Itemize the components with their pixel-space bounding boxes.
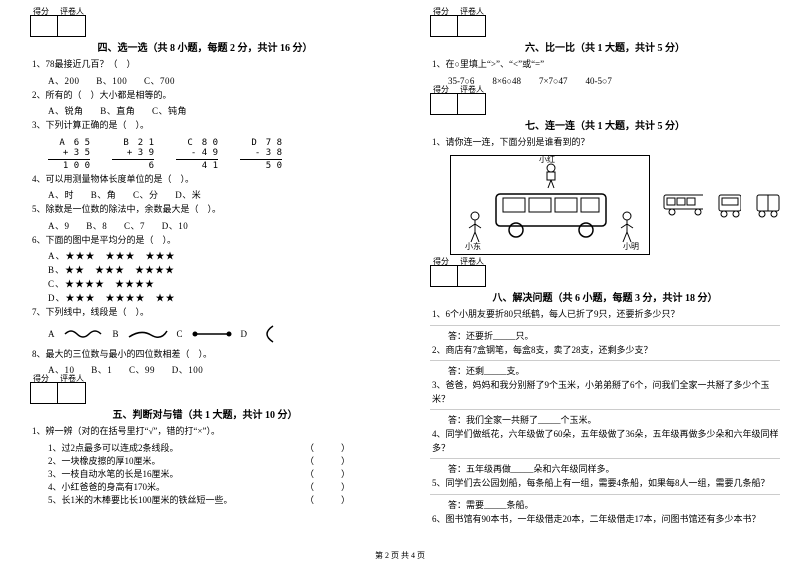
section-5-title: 五、判断对与错（共 1 大题，共计 10 分） (30, 406, 380, 421)
tf-2: 2、一块橡皮擦的厚10厘米。（ ） (48, 454, 380, 467)
q8-5-ans: 答：需要_____条船。 (448, 498, 780, 511)
q4-7: 7、下列线中，线段是（ ）。 (32, 306, 380, 320)
q4-2: 2、所有的（ ）大小都是相等的。 (32, 89, 380, 103)
calc-d: D 7 8 - 3 8 5 0 (240, 135, 282, 171)
page-footer: 第 2 页 共 4 页 (0, 550, 800, 561)
q4-7-lines: A B C D (48, 324, 380, 344)
label-c: C (177, 329, 183, 339)
label-right: 小明 (623, 241, 639, 252)
section-8-title: 八、解决问题（共 6 小题，每题 3 分，共计 18 分） (430, 289, 780, 304)
q4-4: 4、可以用测量物体长度单位的是（ ）。 (32, 173, 380, 187)
q4-6-stars: A、★★★ ★★★ ★★★ B、★★ ★★★ ★★★★ C、★★★★ ★★★★ … (48, 249, 380, 304)
q4-8-opts: A、10 B、1 C、99 D、100 (48, 363, 380, 376)
q8-3: 3、爸爸，妈妈和我分别掰了9个玉米，小弟弟掰了6个，问我们全家一共掰了多少个玉米… (432, 379, 780, 406)
score-box: 得分 评卷人 (30, 382, 380, 404)
score-box: 得分 评卷人 (430, 15, 780, 37)
q8-4-ans: 答：五年级再做_____朵和六年级同样多。 (448, 462, 780, 475)
wavy-line-icon (63, 327, 105, 341)
q8-5: 5、同学们去公园划船，每条船上有一组，需要4条船，如果每8人一组，需要几条船？ (432, 477, 780, 491)
calc-line (48, 159, 90, 160)
scene-box: 小红 小东 小明 (450, 155, 650, 255)
grader-cell: 评卷人 (58, 15, 86, 37)
score-box: 得分 评卷人 (430, 265, 780, 287)
tf-5: 5、长1米的木棒要比长100厘米的铁丝短一些。（ ） (48, 493, 380, 506)
label-b: B (113, 329, 119, 339)
score-box: 得分 评卷人 (30, 15, 380, 37)
q4-5-opts: A、9 B、8 C、7 D、10 (48, 219, 380, 232)
segment-line-icon (191, 327, 233, 341)
q4-6: 6、下面的图中是平均分的是（ ）。 (32, 234, 380, 248)
q8-4: 4、同学们做纸花，六年级做了60朵，五年级做了36朵，五年级再做多少朵和六年级同… (432, 428, 780, 455)
score-box: 得分 评卷人 (430, 93, 780, 115)
calc-b: B 2 1 + 3 9 6 (112, 135, 154, 171)
q8-2: 2、商店有7盒钢笔，每盒8支，卖了28支，还剩多少支？ (432, 344, 780, 358)
q8-3-ans: 答：我们全家一共掰了_____个玉米。 (448, 413, 780, 426)
score-cell: 得分 (30, 15, 58, 37)
calc-a: A 6 5 + 3 5 1 0 0 (48, 135, 90, 171)
q8-2-ans: 答：还剩_____支。 (448, 364, 780, 377)
label-top: 小红 (539, 154, 555, 165)
curve-line-icon (127, 327, 169, 341)
section-4-title: 四、选一选（共 8 小题，每题 2 分，共计 16 分） (30, 39, 380, 54)
q8-6: 6、图书馆有90本书，一年级借走20本，二年级借走17本，问图书馆还有多少本书？ (432, 513, 780, 527)
scene-row: 小红 小东 小明 (440, 151, 780, 259)
q4-8: 8、最大的三位数与最小的四位数相差（ ）。 (32, 348, 380, 362)
calc-c: C 8 0 - 4 9 4 1 (176, 135, 218, 171)
q4-2-opts: A、锐角 B、直角 C、钝角 (48, 104, 380, 117)
right-column: 得分 评卷人 六、比一比（共 1 大题，共计 5 分） 1、在○里填上“>”、“… (400, 0, 800, 565)
tf-1: 1、过2点最多可以连成2条线段。（ ） (48, 441, 380, 454)
q8-1: 1、6个小朋友要折80只纸鹤，每人已折了9只，还要折多少只？ (432, 308, 780, 322)
q4-1-opts: A、200 B、100 C、700 (48, 74, 380, 87)
tf-3: 3、一枝自动水笔的长是16厘米。（ ） (48, 467, 380, 480)
left-column: 得分 评卷人 四、选一选（共 8 小题，每题 2 分，共计 16 分） 1、78… (0, 0, 400, 565)
tf-4: 4、小红爸爸的身高有170米。（ ） (48, 480, 380, 493)
scene-illustration-icon (451, 156, 651, 256)
q4-3-calc: A 6 5 + 3 5 1 0 0 B 2 1 + 3 9 6 C 8 0 - … (48, 135, 380, 171)
q4-5: 5、除数是一位数的除法中，余数最大是（ ）。 (32, 203, 380, 217)
score-label: 得分 (33, 6, 49, 17)
van-rear-icon (753, 191, 780, 219)
q4-3: 3、下列计算正确的是（ ）。 (32, 119, 380, 133)
section-6-title: 六、比一比（共 1 大题，共计 5 分） (430, 39, 780, 54)
label-left: 小东 (465, 241, 481, 252)
sec6-intro: 1、在○里填上“>”、“<”或“=” (432, 58, 780, 72)
arc-line-icon (255, 324, 279, 344)
q8-1-ans: 答：还要折_____只。 (448, 329, 780, 342)
sec6-items: 35-7○6 8×6○48 7×7○47 40-5○7 (448, 74, 780, 87)
sec5-intro: 1、辨一辨（对的在括号里打“√”，错的打“×”）。 (32, 425, 380, 439)
q4-1: 1、78最接近几百？（ ） (32, 58, 380, 72)
q4-4-opts: A、时 B、角 C、分 D、米 (48, 188, 380, 201)
sec7-intro: 1、请你连一连，下面分别是谁看到的？ (432, 136, 780, 150)
van-side-icon (662, 191, 703, 219)
answer-line (430, 325, 780, 326)
section-7-title: 七、连一连（共 1 大题，共计 5 分） (430, 117, 780, 132)
van-front-icon (715, 191, 742, 219)
label-d: D (241, 329, 248, 339)
label-a: A (48, 329, 55, 339)
grader-label: 评卷人 (60, 6, 84, 17)
